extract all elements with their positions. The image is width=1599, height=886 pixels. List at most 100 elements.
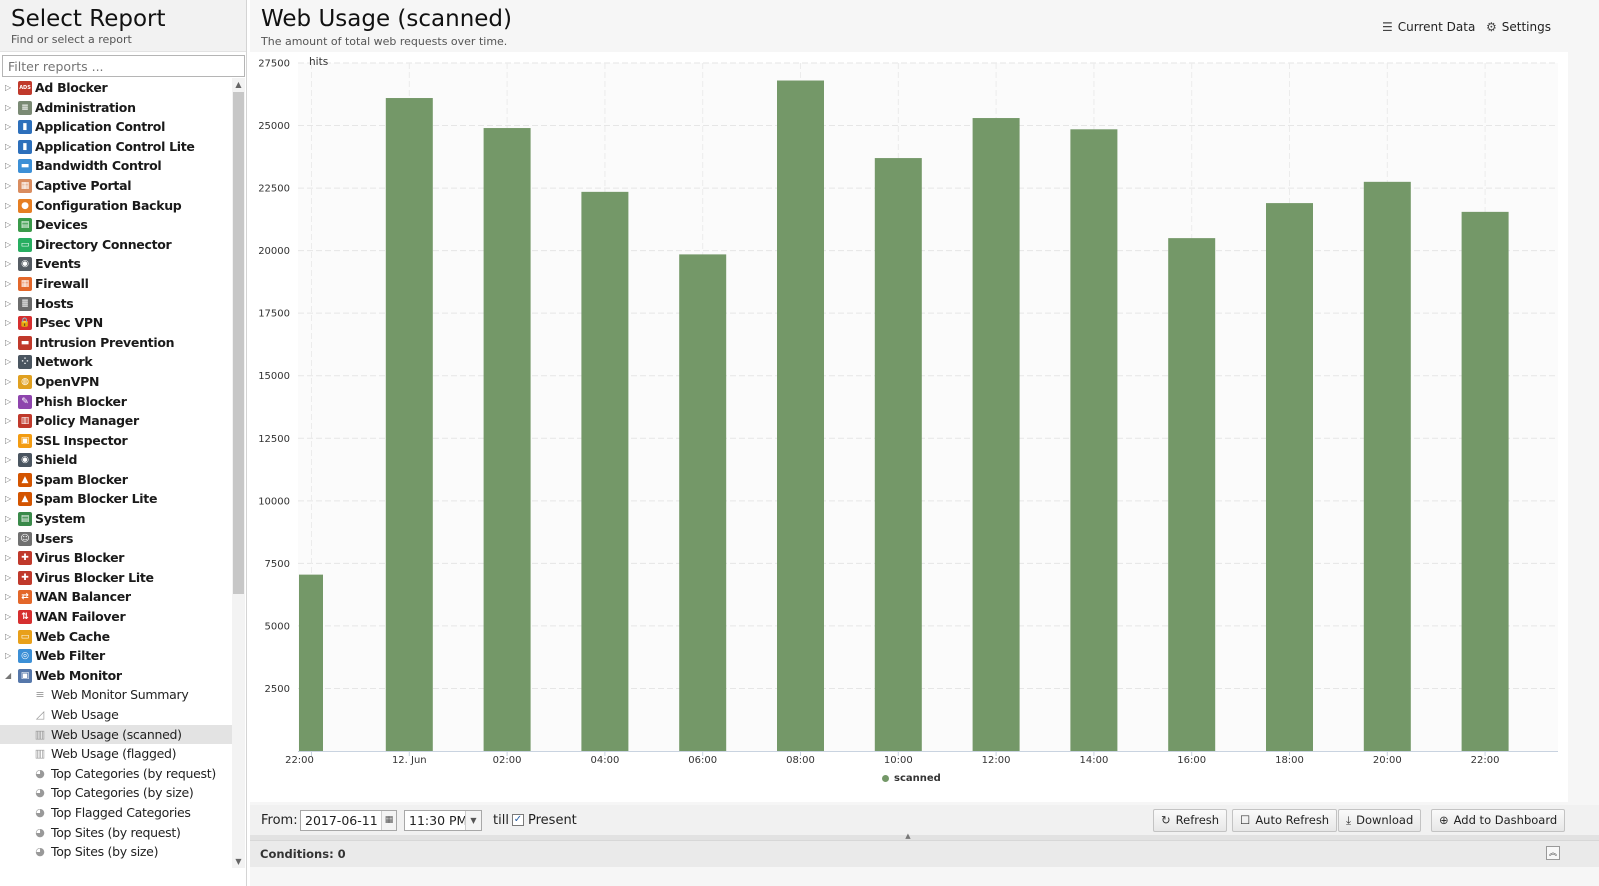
triangle-right-icon[interactable]: ▷ xyxy=(5,455,12,465)
bar[interactable]: 22:00: 7050 xyxy=(299,574,323,751)
settings-button[interactable]: ⚙ Settings xyxy=(1486,19,1551,35)
report-category-events[interactable]: ▷ ◉ Events xyxy=(0,254,232,274)
bar[interactable]: 22:00: 21550 xyxy=(1461,211,1509,752)
report-category-administration[interactable]: ▷ ≡ Administration xyxy=(0,98,232,118)
triangle-right-icon[interactable]: ▷ xyxy=(5,553,12,563)
report-item[interactable]: ◕ Top Sites (by request) xyxy=(0,823,232,843)
report-item[interactable]: ▥ Web Usage (flagged) xyxy=(0,744,232,764)
triangle-right-icon[interactable]: ▷ xyxy=(5,631,12,641)
triangle-right-icon[interactable]: ▷ xyxy=(5,337,12,347)
bar[interactable]: 20:00: 22750 xyxy=(1363,181,1411,751)
triangle-right-icon[interactable]: ▷ xyxy=(5,200,12,210)
bar[interactable]: 14:00: 24850 xyxy=(1070,129,1118,751)
present-label[interactable]: Present xyxy=(528,813,577,828)
scrollbar-thumb[interactable] xyxy=(233,92,244,594)
report-item[interactable]: ◕ Top Sites (by size) xyxy=(0,842,232,862)
report-category-web-filter[interactable]: ▷ ◎ Web Filter xyxy=(0,646,232,666)
report-category-captive-portal[interactable]: ▷ ▦ Captive Portal xyxy=(0,176,232,196)
report-category-web-cache[interactable]: ▷ ▭ Web Cache xyxy=(0,627,232,647)
report-category-bandwidth-control[interactable]: ▷ ▬ Bandwidth Control xyxy=(0,156,232,176)
triangle-right-icon[interactable]: ▷ xyxy=(5,357,12,367)
triangle-right-icon[interactable]: ▷ xyxy=(5,318,12,328)
scroll-up-icon[interactable]: ▲ xyxy=(235,80,242,89)
triangle-right-icon[interactable]: ▷ xyxy=(5,180,12,190)
bar[interactable]: 04:00: 22350 xyxy=(581,191,629,752)
report-category-users[interactable]: ▷ ☺ Users xyxy=(0,529,232,549)
triangle-right-icon[interactable]: ▷ xyxy=(5,83,12,92)
bar[interactable]: 10:00: 23700 xyxy=(874,158,922,751)
report-category-spam-blocker[interactable]: ▷ ▲ Spam Blocker xyxy=(0,470,232,490)
report-category-spam-blocker-lite[interactable]: ▷ ▲ Spam Blocker Lite xyxy=(0,489,232,509)
report-item[interactable]: ≡ Web Monitor Summary xyxy=(0,685,232,705)
report-category-phish-blocker[interactable]: ▷ ✎ Phish Blocker xyxy=(0,392,232,412)
add-to-dashboard-button[interactable]: ⊕ Add to Dashboard xyxy=(1431,809,1566,832)
report-category-wan-balancer[interactable]: ▷ ⇄ WAN Balancer xyxy=(0,587,232,607)
report-category-directory-connector[interactable]: ▷ ▭ Directory Connector xyxy=(0,235,232,255)
triangle-right-icon[interactable]: ▷ xyxy=(5,651,12,661)
bar[interactable]: 08:00: 26800 xyxy=(777,80,824,752)
report-item[interactable]: ◕ Top Categories (by request) xyxy=(0,764,232,784)
triangle-right-icon[interactable]: ▷ xyxy=(5,161,12,171)
triangle-right-icon[interactable]: ▷ xyxy=(5,533,12,543)
triangle-right-icon[interactable]: ▷ xyxy=(5,259,12,269)
report-category-web-monitor[interactable]: ◢ ▣ Web Monitor xyxy=(0,666,232,686)
triangle-right-icon[interactable]: ▷ xyxy=(5,239,12,249)
triangle-right-icon[interactable]: ▷ xyxy=(5,416,12,426)
filter-reports-input[interactable] xyxy=(2,55,245,77)
bar[interactable]: 02:00: 24900 xyxy=(483,128,531,752)
triangle-down-icon[interactable]: ◢ xyxy=(5,670,12,680)
report-item[interactable]: ◕ Top Flagged Categories xyxy=(0,803,232,823)
tree-scrollbar[interactable]: ▲ ▼ xyxy=(232,78,245,868)
triangle-right-icon[interactable]: ▷ xyxy=(5,102,12,112)
triangle-right-icon[interactable]: ▷ xyxy=(5,514,12,524)
report-category-firewall[interactable]: ▷ ▦ Firewall xyxy=(0,274,232,294)
triangle-right-icon[interactable]: ▷ xyxy=(5,494,12,504)
triangle-right-icon[interactable]: ▷ xyxy=(5,396,12,406)
present-checkbox[interactable]: ✓ xyxy=(512,814,524,826)
triangle-right-icon[interactable]: ▷ xyxy=(5,376,12,386)
panel-splitter[interactable]: ▲ xyxy=(250,832,1599,840)
triangle-right-icon[interactable]: ▷ xyxy=(5,474,12,484)
chart-legend-item[interactable]: scanned xyxy=(882,773,941,784)
bar[interactable]: 18:00: 21900 xyxy=(1266,203,1313,752)
bar[interactable]: 00:00: 26100 xyxy=(385,98,433,751)
bar[interactable]: 06:00: 19850 xyxy=(679,254,727,751)
report-category-application-control-lite[interactable]: ▷ ▮ Application Control Lite xyxy=(0,137,232,157)
bar[interactable]: 16:00: 20500 xyxy=(1168,238,1216,752)
auto-refresh-button[interactable]: ☐ Auto Refresh xyxy=(1232,809,1338,832)
start-time-field[interactable] xyxy=(404,810,482,831)
report-category-virus-blocker[interactable]: ▷ ✚ Virus Blocker xyxy=(0,548,232,568)
report-item[interactable]: ◿ Web Usage xyxy=(0,705,232,725)
triangle-right-icon[interactable]: ▷ xyxy=(5,592,12,602)
collapse-up-icon[interactable]: ▲ xyxy=(905,832,911,840)
triangle-right-icon[interactable]: ▷ xyxy=(5,278,12,288)
report-category-application-control[interactable]: ▷ ▮ Application Control xyxy=(0,117,232,137)
scroll-down-icon[interactable]: ▼ xyxy=(235,857,242,866)
report-category-devices[interactable]: ▷ ▤ Devices xyxy=(0,215,232,235)
report-category-ipsec-vpn[interactable]: ▷ 🔒 IPsec VPN xyxy=(0,313,232,333)
triangle-right-icon[interactable]: ▷ xyxy=(5,298,12,308)
report-category-shield[interactable]: ▷ ◉ Shield xyxy=(0,450,232,470)
bar[interactable]: 12:00: 25300 xyxy=(972,118,1020,752)
report-category-ssl-inspector[interactable]: ▷ ▣ SSL Inspector xyxy=(0,431,232,451)
report-category-network[interactable]: ▷ ⁘ Network xyxy=(0,352,232,372)
report-category-intrusion-prevention[interactable]: ▷ ▬ Intrusion Prevention xyxy=(0,333,232,353)
report-category-policy-manager[interactable]: ▷ ▥ Policy Manager xyxy=(0,411,232,431)
current-data-button[interactable]: ☰ Current Data xyxy=(1382,19,1475,35)
calendar-icon[interactable]: ▦ xyxy=(381,811,396,830)
report-category-ad-blocker[interactable]: ▷ ADS Ad Blocker xyxy=(0,78,232,98)
chevron-down-icon[interactable]: ▼ xyxy=(465,811,481,830)
triangle-right-icon[interactable]: ▷ xyxy=(5,122,12,132)
report-category-hosts[interactable]: ▷ ≣ Hosts xyxy=(0,294,232,314)
triangle-right-icon[interactable]: ▷ xyxy=(5,141,12,151)
report-category-wan-failover[interactable]: ▷ ⇅ WAN Failover xyxy=(0,607,232,627)
triangle-right-icon[interactable]: ▷ xyxy=(5,612,12,622)
download-button[interactable]: ⤓ Download xyxy=(1338,809,1422,832)
start-date-field[interactable] xyxy=(300,810,397,831)
report-item[interactable]: ◕ Top Categories (by size) xyxy=(0,783,232,803)
report-item[interactable]: ▥ Web Usage (scanned) xyxy=(0,724,232,745)
report-category-configuration-backup[interactable]: ▷ ● Configuration Backup xyxy=(0,196,232,216)
report-category-system[interactable]: ▷ ▤ System xyxy=(0,509,232,529)
report-category-openvpn[interactable]: ▷ ◍ OpenVPN xyxy=(0,372,232,392)
refresh-button[interactable]: ↻ Refresh xyxy=(1153,809,1228,832)
